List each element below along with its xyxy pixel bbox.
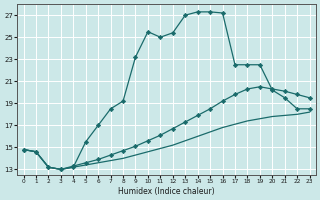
- X-axis label: Humidex (Indice chaleur): Humidex (Indice chaleur): [118, 187, 215, 196]
